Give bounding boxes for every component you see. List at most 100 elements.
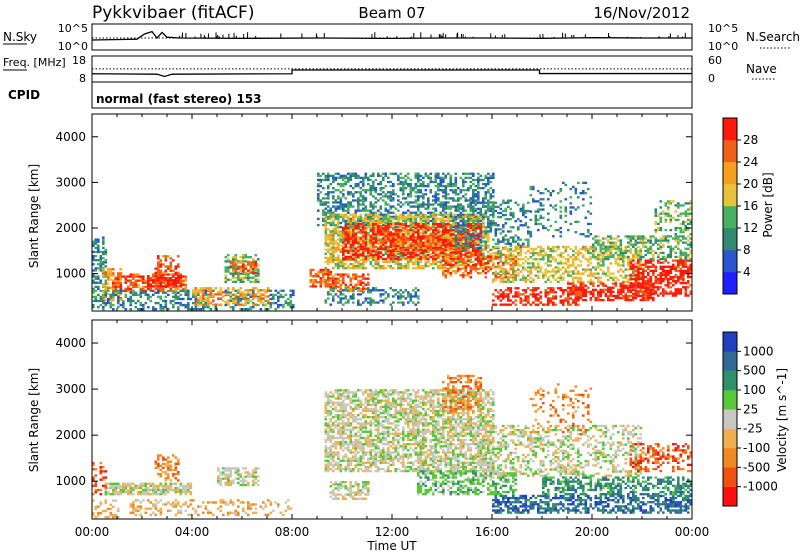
heat-cell — [449, 244, 453, 247]
heat-cell — [442, 189, 445, 192]
heat-cell — [114, 276, 118, 279]
heat-cell — [397, 264, 400, 268]
heat-cell — [319, 201, 323, 204]
heat-cell — [242, 291, 245, 294]
heat-cell — [527, 262, 530, 265]
heat-cell — [554, 291, 558, 294]
heat-cell — [349, 201, 353, 204]
heat-cell — [389, 233, 393, 236]
heat-cell — [444, 274, 448, 277]
heat-cell — [144, 285, 148, 289]
heat-cell — [399, 176, 403, 180]
heat-cell — [339, 197, 343, 200]
heat-cell — [509, 226, 513, 229]
heat-cell — [464, 255, 468, 258]
heat-cell — [154, 277, 158, 280]
heat-cell — [324, 234, 328, 237]
heat-cell — [92, 281, 95, 284]
heat-cell — [387, 239, 390, 242]
heat-cell — [372, 174, 375, 178]
heat-cell — [197, 289, 200, 292]
heat-cell — [319, 270, 323, 274]
heat-cell — [369, 205, 373, 208]
heat-cell — [354, 251, 358, 255]
heat-cell — [359, 199, 363, 202]
heat-cell — [167, 281, 170, 284]
heat-cell — [202, 295, 205, 298]
heat-cell — [374, 189, 378, 192]
heat-cell — [377, 225, 380, 228]
heat-cell — [407, 301, 410, 304]
heat-cell — [399, 262, 403, 266]
heat-cell — [489, 220, 493, 223]
heat-cell — [474, 232, 478, 235]
heat-cell — [464, 234, 468, 237]
heat-cell — [442, 257, 445, 261]
heat-cell — [157, 275, 160, 278]
heat-cell — [344, 283, 348, 286]
heat-cell — [484, 193, 488, 196]
heat-cell — [544, 295, 548, 298]
heat-cell — [339, 203, 343, 206]
heat-cell — [172, 291, 175, 294]
heat-cell — [364, 247, 368, 250]
heat-cell — [567, 301, 570, 304]
heat-cell — [327, 184, 330, 188]
heat-cell — [422, 235, 425, 238]
heat-cell — [449, 236, 453, 239]
heat-cell — [407, 213, 410, 216]
heat-cell — [352, 297, 355, 300]
heat-cell — [364, 237, 368, 240]
heat-cell — [387, 293, 390, 296]
heat-cell — [397, 244, 400, 247]
heat-cell — [354, 213, 358, 216]
heat-cell — [464, 199, 468, 202]
heat-cell — [429, 233, 433, 236]
heat-cell — [454, 257, 458, 261]
heat-cell — [492, 262, 495, 265]
heat-cell — [347, 301, 350, 304]
heat-cell — [444, 174, 448, 178]
heat-cell — [147, 287, 150, 291]
heat-cell — [419, 189, 423, 192]
heat-cell — [342, 229, 345, 232]
heat-cell — [539, 291, 543, 294]
heat-cell — [387, 253, 390, 257]
heat-cell — [222, 295, 225, 298]
heat-cell — [454, 172, 458, 175]
heat-cell — [309, 279, 313, 282]
heat-cell — [539, 266, 543, 269]
heat-cell — [504, 245, 508, 249]
heat-cell — [329, 293, 333, 296]
heat-cell — [377, 255, 380, 259]
heat-cell — [337, 260, 340, 264]
heat-cell — [337, 201, 340, 204]
heat-cell — [387, 195, 390, 198]
heat-cell — [382, 231, 385, 234]
heat-cell — [472, 193, 475, 196]
heat-cell — [364, 297, 368, 300]
heat-cell — [402, 197, 405, 200]
heat-cell — [269, 301, 273, 305]
heat-cell — [517, 268, 520, 271]
heat-cell — [454, 180, 458, 184]
heat-cell — [487, 218, 490, 221]
heat-cell — [427, 235, 430, 238]
heat-cell — [479, 259, 483, 263]
heat-cell — [419, 221, 423, 225]
heat-cell — [409, 244, 413, 247]
heat-cell — [347, 241, 350, 244]
heat-cell — [504, 260, 508, 263]
heat-cell — [322, 201, 325, 204]
heat-cell — [519, 278, 523, 281]
heat-cell — [252, 276, 255, 279]
heat-cell — [534, 268, 538, 271]
heat-cell — [164, 273, 168, 276]
heat-cell — [392, 199, 395, 202]
heat-cell — [474, 189, 478, 192]
heat-cell — [454, 244, 458, 247]
heat-cell — [97, 263, 100, 266]
heat-cell — [372, 195, 375, 198]
heat-cell — [474, 263, 478, 267]
heat-cell — [242, 263, 245, 266]
